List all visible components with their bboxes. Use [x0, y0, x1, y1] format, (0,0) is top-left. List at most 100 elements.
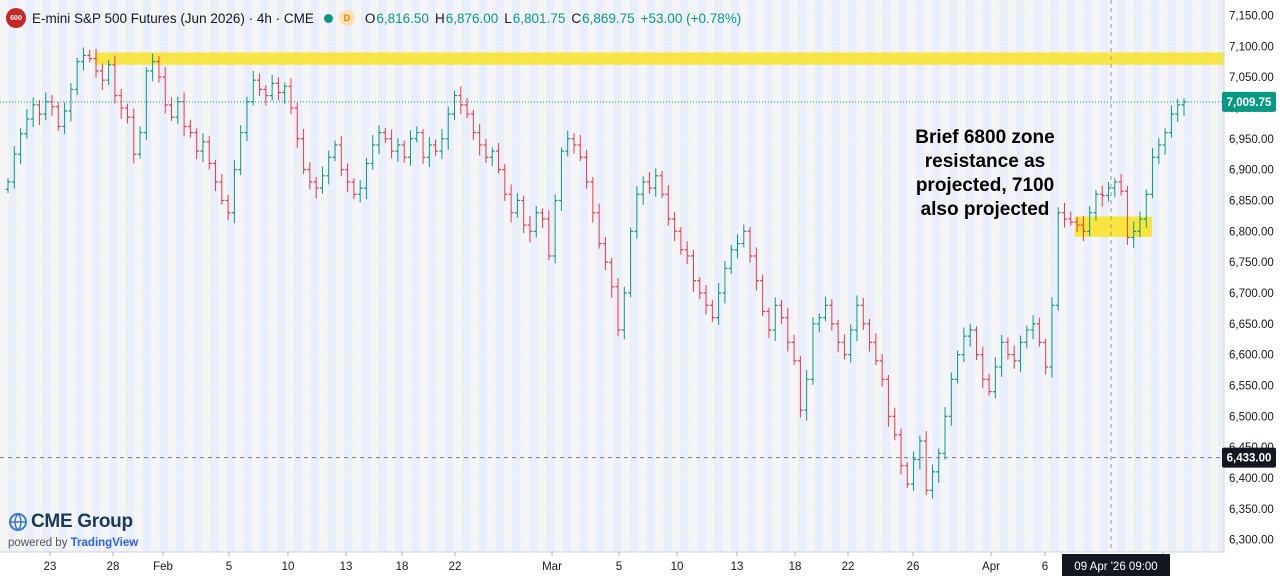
last-price-badge — [1222, 91, 1276, 112]
session-band — [428, 0, 437, 552]
time-tick-label: 26 — [907, 561, 920, 573]
session-band — [117, 0, 126, 552]
session-band — [680, 0, 689, 552]
session-band — [529, 0, 538, 552]
session-band — [520, 0, 530, 552]
session-band — [982, 0, 992, 552]
symbol-icon[interactable]: 600 — [6, 8, 26, 28]
session-band — [1142, 0, 1151, 552]
session-band — [630, 0, 639, 552]
session-band — [109, 0, 118, 552]
session-band — [243, 0, 252, 552]
market-open-icon — [323, 13, 333, 23]
session-band — [1075, 0, 1084, 552]
resistance-zone-7100 — [95, 52, 1224, 65]
tradingview-link[interactable]: TradingView — [70, 537, 139, 549]
session-band — [781, 0, 790, 552]
session-band — [1117, 0, 1126, 552]
price-tick-label: 7,050.00 — [1229, 72, 1274, 84]
session-band — [1201, 0, 1210, 552]
annotation-line: projected, 7100 — [916, 175, 1054, 196]
session-band — [470, 0, 479, 552]
session-band — [218, 0, 227, 552]
session-band — [865, 0, 874, 552]
session-band — [1125, 0, 1134, 552]
session-band — [260, 0, 269, 552]
session-band — [1083, 0, 1092, 552]
crosshair-price-badge — [1222, 447, 1276, 468]
session-band — [546, 0, 555, 552]
session-band — [562, 0, 572, 552]
session-band — [705, 0, 714, 552]
session-band — [235, 0, 244, 552]
delayed-data-icon[interactable]: D — [338, 10, 355, 26]
session-band — [840, 0, 849, 552]
globe-icon — [9, 513, 27, 531]
session-band — [268, 0, 278, 552]
session-band — [1159, 0, 1168, 552]
session-band — [495, 0, 504, 552]
highlight-zones — [95, 52, 1224, 237]
annotation-line: resistance as — [925, 151, 1045, 172]
annotation-line: Brief 6800 zone — [915, 127, 1054, 148]
last-price-label: 7,009.75 — [1227, 97, 1272, 109]
session-band — [478, 0, 488, 552]
session-band — [537, 0, 546, 552]
session-band — [504, 0, 513, 552]
session-band — [991, 0, 1000, 552]
session-band — [764, 0, 773, 552]
open-value: 6,816.50 — [376, 10, 429, 26]
session-band — [50, 0, 59, 552]
session-band — [949, 0, 958, 552]
price-tick-label: 6,400.00 — [1229, 473, 1274, 485]
chart-header: 600 E-mini S&P 500 Futures (Jun 2026) · … — [6, 6, 741, 30]
price-tick-label: 6,700.00 — [1229, 288, 1274, 300]
session-band — [344, 0, 353, 552]
session-band — [596, 0, 605, 552]
session-band — [638, 0, 647, 552]
session-band — [814, 0, 824, 552]
session-band — [999, 0, 1008, 552]
session-band — [403, 0, 412, 552]
session-band — [126, 0, 135, 552]
axis-price-labels: 7,009.75 6,433.00 — [1222, 91, 1276, 468]
session-band — [302, 0, 311, 552]
session-band — [621, 0, 630, 552]
powered-by: powered by TradingView — [8, 537, 138, 549]
candles — [5, 47, 1187, 499]
session-band — [730, 0, 740, 552]
price-tick-label: 7,100.00 — [1229, 41, 1274, 53]
brand-block[interactable]: CME Group powered by TradingView — [8, 511, 138, 549]
session-band — [957, 0, 966, 552]
time-tick-label: 18 — [396, 561, 409, 573]
symbol-title[interactable]: E-mini S&P 500 Futures (Jun 2026) · 4h ·… — [32, 10, 314, 26]
session-band — [1192, 0, 1202, 552]
session-band — [655, 0, 664, 552]
price-tick-label: 6,950.00 — [1229, 134, 1274, 146]
session-band — [42, 0, 51, 552]
session-band — [378, 0, 387, 552]
session-band — [285, 0, 294, 552]
price-tick-label: 6,650.00 — [1229, 319, 1274, 331]
price-tick-label: 6,350.00 — [1229, 504, 1274, 516]
session-band — [974, 0, 983, 552]
time-tick-label: 22 — [449, 561, 462, 573]
high-label: H — [434, 10, 445, 26]
close-value: 6,869.75 — [582, 10, 635, 26]
session-band — [588, 0, 597, 552]
session-band — [58, 0, 68, 552]
session-band — [1092, 0, 1101, 552]
close-label: C — [571, 10, 582, 26]
time-tick-label: 13 — [731, 561, 744, 573]
session-band — [411, 0, 420, 552]
session-band — [168, 0, 177, 552]
crosshair-price-label: 6,433.00 — [1227, 453, 1272, 465]
session-band — [571, 0, 580, 552]
session-band — [369, 0, 378, 552]
session-band — [67, 0, 76, 552]
time-tick-label: 22 — [842, 561, 855, 573]
cme-logo: CME Group — [8, 511, 138, 533]
session-band — [739, 0, 748, 552]
